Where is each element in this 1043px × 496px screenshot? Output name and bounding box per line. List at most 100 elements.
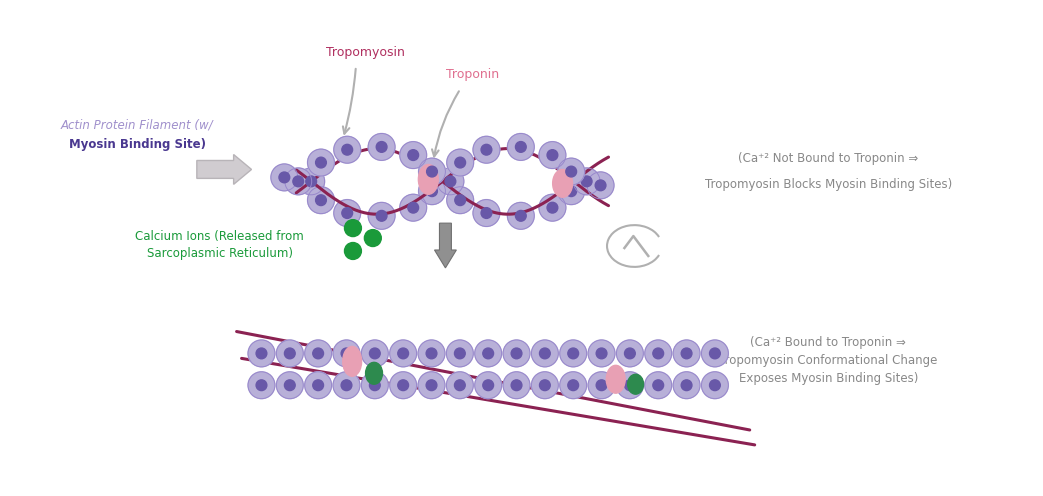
Circle shape	[276, 340, 304, 367]
Circle shape	[285, 168, 312, 195]
Circle shape	[437, 168, 464, 195]
Circle shape	[308, 187, 335, 214]
Circle shape	[418, 178, 445, 205]
Circle shape	[446, 340, 474, 367]
Circle shape	[455, 348, 465, 359]
Circle shape	[455, 195, 465, 205]
Circle shape	[248, 340, 275, 367]
Circle shape	[418, 340, 445, 367]
Ellipse shape	[628, 374, 644, 394]
Circle shape	[333, 340, 360, 367]
Circle shape	[475, 372, 502, 399]
Circle shape	[418, 158, 445, 185]
Circle shape	[285, 348, 295, 359]
Circle shape	[316, 157, 326, 168]
Circle shape	[481, 144, 492, 155]
Circle shape	[653, 380, 663, 390]
Text: (Ca⁺² Not Bound to Troponin ⇒: (Ca⁺² Not Bound to Troponin ⇒	[738, 152, 919, 165]
Circle shape	[681, 348, 692, 359]
Circle shape	[645, 340, 672, 367]
Circle shape	[560, 372, 586, 399]
Circle shape	[369, 348, 381, 359]
Circle shape	[408, 150, 418, 160]
Circle shape	[548, 150, 558, 160]
Circle shape	[427, 166, 437, 177]
Circle shape	[507, 133, 534, 160]
Circle shape	[308, 149, 335, 176]
Circle shape	[474, 136, 500, 163]
Circle shape	[673, 372, 700, 399]
Circle shape	[574, 168, 600, 195]
Ellipse shape	[366, 363, 383, 384]
Circle shape	[362, 372, 388, 399]
Circle shape	[427, 348, 437, 359]
Circle shape	[344, 243, 362, 259]
Circle shape	[342, 208, 353, 218]
FancyArrow shape	[435, 223, 457, 268]
Circle shape	[560, 340, 586, 367]
Circle shape	[709, 380, 721, 390]
Circle shape	[446, 149, 474, 176]
FancyArrow shape	[197, 155, 251, 185]
Circle shape	[390, 372, 416, 399]
Text: Calcium Ions (Released from: Calcium Ions (Released from	[136, 230, 305, 243]
Circle shape	[313, 380, 323, 390]
Circle shape	[588, 340, 615, 367]
Circle shape	[305, 372, 332, 399]
Circle shape	[558, 178, 585, 205]
Circle shape	[397, 348, 409, 359]
Circle shape	[369, 380, 381, 390]
Circle shape	[645, 372, 672, 399]
Circle shape	[293, 176, 304, 187]
Circle shape	[673, 340, 700, 367]
Circle shape	[446, 372, 474, 399]
Circle shape	[377, 210, 387, 221]
Circle shape	[257, 380, 267, 390]
Ellipse shape	[606, 366, 625, 393]
Circle shape	[515, 210, 527, 221]
Circle shape	[616, 372, 644, 399]
Circle shape	[511, 348, 522, 359]
Circle shape	[483, 380, 493, 390]
Circle shape	[364, 230, 382, 247]
Ellipse shape	[343, 346, 362, 376]
Text: Tropomyosin Blocks Myosin Binding Sites): Tropomyosin Blocks Myosin Binding Sites)	[705, 178, 952, 191]
Text: Tropomyosin: Tropomyosin	[326, 46, 406, 59]
Circle shape	[539, 380, 551, 390]
Circle shape	[333, 372, 360, 399]
Circle shape	[455, 157, 465, 168]
Circle shape	[257, 348, 267, 359]
Circle shape	[625, 380, 635, 390]
Circle shape	[427, 380, 437, 390]
Circle shape	[653, 348, 663, 359]
Circle shape	[285, 380, 295, 390]
Circle shape	[248, 372, 275, 399]
Text: Tropomyosin Conformational Change: Tropomyosin Conformational Change	[719, 354, 938, 367]
Circle shape	[567, 348, 579, 359]
Circle shape	[539, 194, 566, 221]
Circle shape	[445, 176, 456, 187]
Circle shape	[503, 372, 530, 399]
Circle shape	[455, 380, 465, 390]
Circle shape	[408, 202, 418, 213]
Circle shape	[316, 195, 326, 205]
Circle shape	[681, 380, 692, 390]
Circle shape	[475, 340, 502, 367]
Text: Troponin: Troponin	[445, 68, 499, 81]
Circle shape	[278, 172, 290, 183]
Circle shape	[483, 348, 493, 359]
Text: Actin Protein Filament (w/: Actin Protein Filament (w/	[60, 118, 214, 131]
Circle shape	[709, 348, 721, 359]
Text: (Ca⁺² Bound to Troponin ⇒: (Ca⁺² Bound to Troponin ⇒	[750, 336, 906, 349]
Circle shape	[532, 372, 558, 399]
Circle shape	[597, 380, 607, 390]
Circle shape	[368, 133, 395, 160]
Circle shape	[588, 372, 615, 399]
Text: Sarcoplasmic Reticulum): Sarcoplasmic Reticulum)	[147, 248, 293, 260]
Circle shape	[297, 168, 324, 195]
Circle shape	[418, 372, 445, 399]
Circle shape	[511, 380, 522, 390]
Circle shape	[597, 348, 607, 359]
Circle shape	[427, 186, 437, 196]
Circle shape	[702, 340, 728, 367]
